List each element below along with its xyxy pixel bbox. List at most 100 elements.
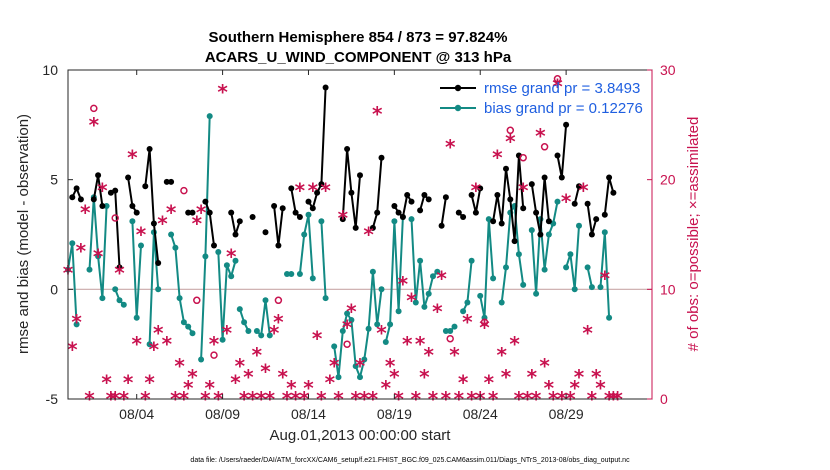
bias-point <box>120 301 127 308</box>
bias-line-segment <box>586 267 593 288</box>
rmse-point <box>155 260 162 266</box>
bias-point <box>284 271 290 277</box>
bias-point <box>434 268 441 275</box>
rmse-point <box>133 209 140 216</box>
rmse-point <box>455 209 462 216</box>
rmse-point <box>309 205 316 212</box>
obs-assimilated-point: * <box>518 179 529 203</box>
rmse-point <box>528 181 535 188</box>
bias-point <box>503 264 509 271</box>
obs-assimilated-point: * <box>381 376 392 400</box>
bias-point <box>387 321 394 328</box>
rmse-point <box>460 214 467 220</box>
obs-assimilated-point: * <box>398 272 409 296</box>
rmse-point <box>498 220 505 227</box>
bias-point <box>374 321 381 328</box>
bias-point <box>545 231 552 238</box>
bias-point <box>357 374 363 381</box>
bias-point <box>185 323 192 330</box>
bias-point <box>490 275 497 282</box>
bias-line-segment <box>333 270 383 379</box>
bias-point <box>266 332 273 339</box>
rmse-point <box>236 218 243 225</box>
data-file-footnote: data file: /Users/raeder/DAI/ATM_forcXX/… <box>190 457 630 464</box>
bias-point <box>425 290 432 297</box>
rmse-point <box>374 209 381 216</box>
obs-possible-point <box>506 126 515 135</box>
bias-point <box>533 290 540 297</box>
bias-point <box>460 308 467 315</box>
rmse-point <box>185 209 192 216</box>
obs-possible-point <box>540 143 549 151</box>
bias-point <box>464 299 471 306</box>
y-tick-label: 5 <box>50 172 58 188</box>
bias-point <box>172 244 179 251</box>
bias-point <box>232 257 239 264</box>
rmse-point <box>202 198 209 205</box>
obs-assimilated-point: * <box>204 376 215 400</box>
obs-assimilated-point: * <box>222 321 233 345</box>
bias-point <box>318 218 325 225</box>
bias-point <box>515 251 522 258</box>
obs-assimilated-point: * <box>600 266 611 290</box>
rmse-point <box>571 200 578 207</box>
rmse-point <box>357 172 363 179</box>
obs-assimilated-point: * <box>127 146 138 170</box>
rmse-series <box>69 84 617 271</box>
y-tick-label: 10 <box>42 62 58 78</box>
rmse-point <box>404 192 411 198</box>
obs-assimilated-point: * <box>574 365 585 389</box>
x-tick-label: 08/04 <box>119 406 154 422</box>
obs-assimilated-point: * <box>243 365 254 389</box>
y-right-tick-label: 10 <box>660 281 676 297</box>
obs-assimilated-point: * <box>363 223 374 247</box>
rmse-point <box>73 185 80 192</box>
bias-point <box>241 319 248 326</box>
rmse-point <box>99 203 106 209</box>
bias-line-segment <box>565 225 580 291</box>
obs-assimilated-point: * <box>166 201 177 225</box>
obs-assimilated-point: * <box>329 354 340 378</box>
obs-assimilated-point: * <box>535 124 546 148</box>
rmse-point <box>408 198 415 205</box>
bias-point <box>430 273 436 280</box>
obs-assimilated-point: * <box>325 371 336 395</box>
bias-point <box>520 281 527 288</box>
obs-assimilated-point: * <box>415 332 426 356</box>
rmse-point <box>211 242 217 249</box>
bias-point <box>576 222 582 229</box>
bias-point <box>567 251 574 258</box>
y-right-tick-label: 20 <box>660 172 676 188</box>
rmse-point <box>378 154 385 161</box>
x-axis-label: Aug.01,2013 00:00:00 start <box>270 427 452 444</box>
obs-assimilated-point: * <box>131 332 142 356</box>
obs-assimilated-point: * <box>101 371 112 395</box>
bias-point <box>541 266 548 273</box>
rmse-point <box>296 214 303 220</box>
bias-point <box>447 328 454 334</box>
bias-point <box>258 332 265 339</box>
legend-rmse-marker <box>454 84 462 92</box>
bias-point <box>86 266 93 273</box>
bias-point <box>189 330 196 337</box>
obs-assimilated-point: * <box>471 179 482 203</box>
bias-point <box>331 343 338 350</box>
rmse-line-segment <box>440 197 447 226</box>
bias-line-segment <box>256 299 271 337</box>
obs-assimilated-point: * <box>423 343 434 367</box>
bias-point <box>198 356 205 363</box>
bias-point <box>335 374 342 381</box>
bias-point <box>95 253 102 260</box>
rmse-point <box>279 205 286 212</box>
obs-assimilated-point: * <box>209 332 220 356</box>
obs-assimilated-point: * <box>89 113 100 137</box>
rmse-point <box>288 185 295 192</box>
rmse-point <box>369 224 376 231</box>
obs-assimilated-point: * <box>277 365 288 389</box>
plot-area: ****************************************… <box>63 69 653 411</box>
obs-assimilated-point: * <box>71 310 82 334</box>
y-tick-label: -5 <box>46 391 59 407</box>
rmse-line-segment <box>492 154 525 243</box>
rmse-point <box>421 192 428 198</box>
